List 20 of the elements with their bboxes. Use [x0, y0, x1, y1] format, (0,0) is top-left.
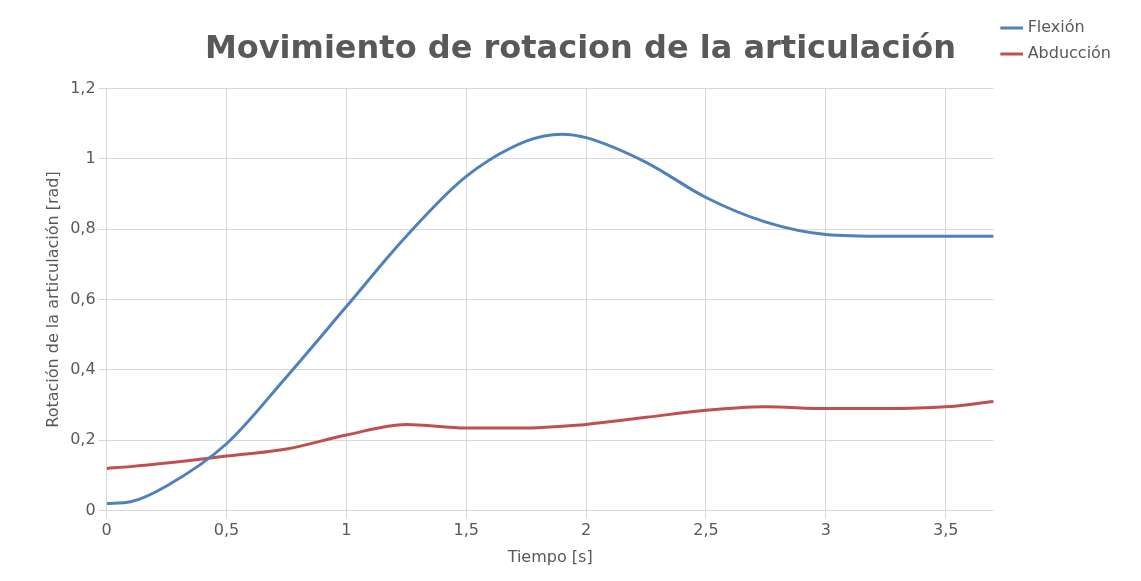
y-tick-label: 1,2 [70, 77, 96, 97]
x-tick-label: 3,5 [932, 520, 959, 540]
y-axis-title: Rotación de la articulación [rad] [42, 171, 62, 428]
x-tick-label: 3 [820, 520, 831, 540]
x-tick-label: 2 [581, 520, 592, 540]
y-tick-label: 1 [85, 147, 96, 167]
legend-label: Flexión [1027, 17, 1085, 37]
x-tick-label: 1,5 [453, 520, 479, 540]
chart-title: Movimiento de rotacion de la articulación [204, 27, 957, 66]
y-tick-label: 0,2 [70, 429, 96, 449]
x-tick-label: 0,5 [213, 520, 240, 540]
x-tick-label: 2,5 [693, 520, 719, 540]
legend-label: Abducción [1027, 43, 1112, 63]
x-tick-label: 0 [101, 520, 112, 540]
y-tick-label: 0,4 [70, 359, 96, 379]
y-tick-label: 0,6 [70, 288, 96, 308]
x-tick-label: 1 [341, 520, 352, 540]
x-axis-title: Tiempo [s] [506, 546, 593, 566]
y-tick-label: 0 [85, 499, 96, 519]
y-tick-label: 0,8 [70, 218, 96, 238]
